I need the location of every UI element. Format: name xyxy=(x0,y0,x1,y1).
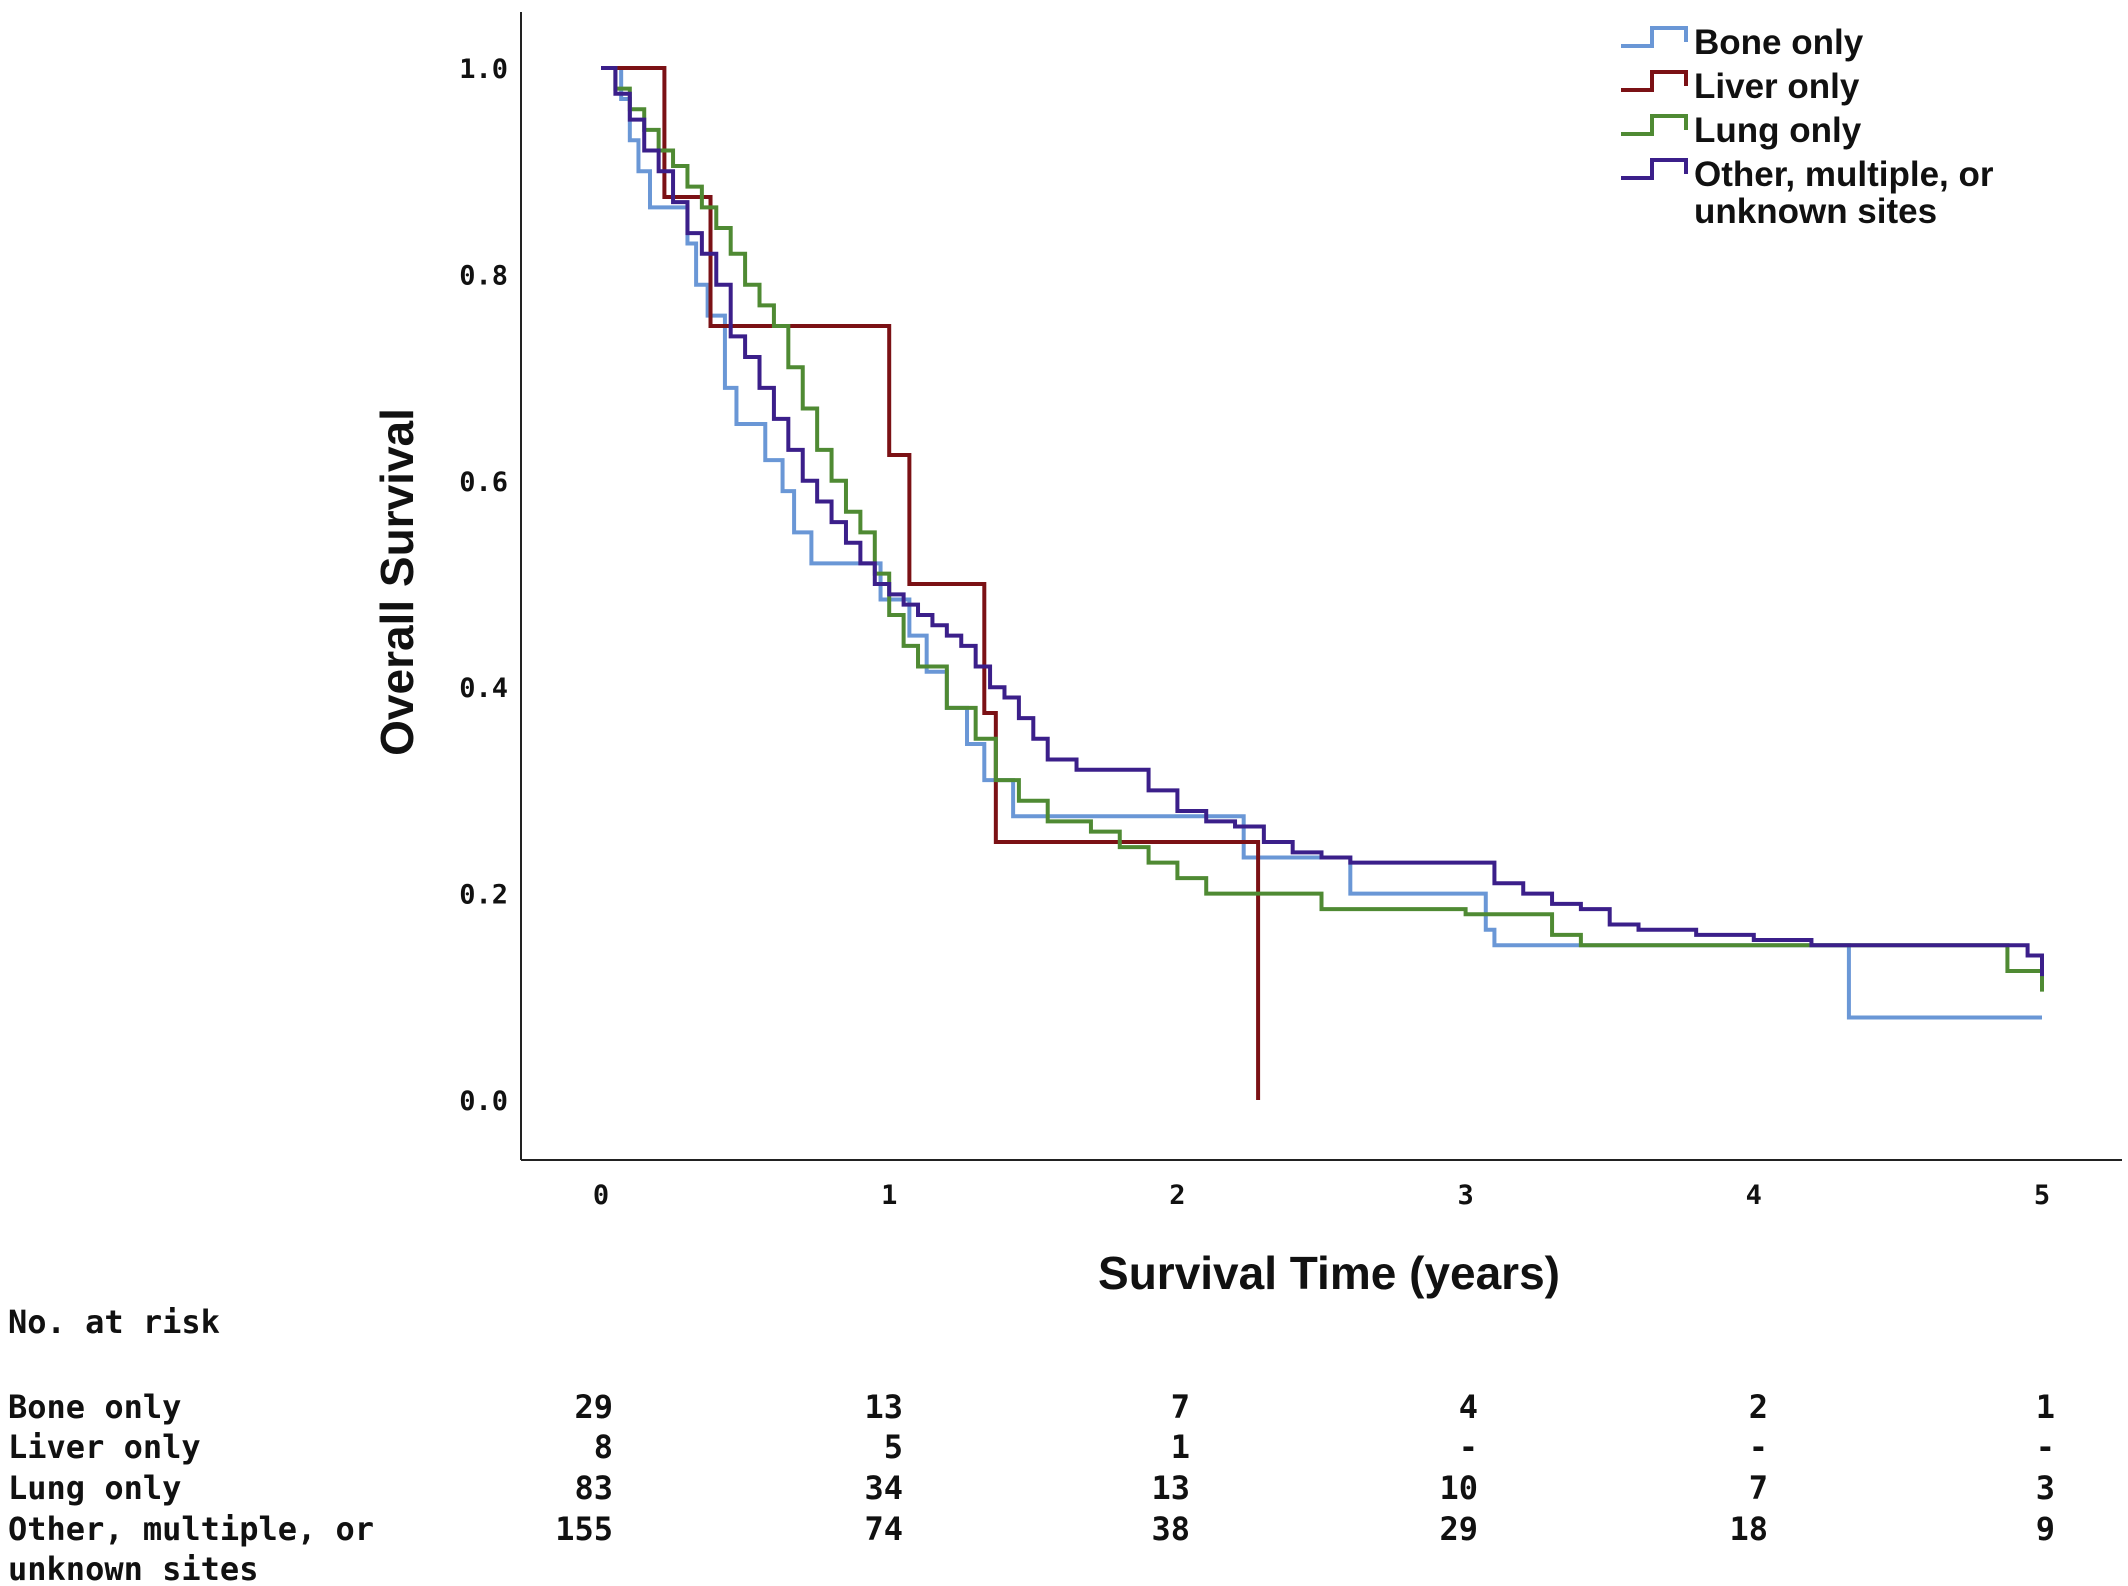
risk-value: 34 xyxy=(864,1469,903,1507)
survival-curve-3 xyxy=(601,66,2044,977)
risk-value: 2 xyxy=(1749,1388,1768,1426)
survival-curves xyxy=(601,66,2044,1100)
risk-value: 1 xyxy=(2036,1388,2055,1426)
risk-value: 155 xyxy=(555,1510,613,1548)
risk-value: 9 xyxy=(2036,1510,2055,1548)
risk-value: 10 xyxy=(1439,1469,1478,1507)
risk-value: 13 xyxy=(1151,1469,1190,1507)
plot-axes xyxy=(520,12,2122,1161)
x-tick-label: 3 xyxy=(1457,1180,1473,1211)
legend-swatch-0 xyxy=(1621,26,1688,48)
legend-label: Liver only xyxy=(1694,67,1860,106)
x-axis-title: Survival Time (years) xyxy=(1098,1247,1560,1299)
risk-value: - xyxy=(1749,1428,1768,1466)
risk-value: 18 xyxy=(1729,1510,1768,1548)
risk-table-title: No. at risk xyxy=(8,1303,220,1341)
y-axis-title: Overall Survival xyxy=(371,408,423,756)
risk-row-label: Other, multiple, or xyxy=(8,1510,374,1548)
risk-value: 4 xyxy=(1459,1388,1478,1426)
y-tick-label: 0.0 xyxy=(459,1086,508,1117)
y-tick-labels: 0.0 0.2 0.4 0.6 0.8 1.0 xyxy=(459,54,508,1117)
x-tick-labels: 0 1 2 3 4 5 xyxy=(593,1180,2050,1211)
legend-label: Bone only xyxy=(1694,23,1864,62)
legend-label: Lung only xyxy=(1694,111,1862,150)
risk-value: 5 xyxy=(884,1428,903,1466)
survival-curve-1 xyxy=(601,66,1261,1100)
risk-value: 3 xyxy=(2036,1469,2055,1507)
legend-label: Other, multiple, or xyxy=(1694,155,1994,194)
y-tick-label: 0.8 xyxy=(459,260,508,291)
risk-value: 83 xyxy=(574,1469,613,1507)
risk-row-label: unknown sites xyxy=(8,1550,258,1586)
x-tick-label: 0 xyxy=(593,1180,609,1211)
risk-value: 7 xyxy=(1749,1469,1768,1507)
legend-swatch-2 xyxy=(1621,114,1688,136)
risk-row-label: Liver only xyxy=(8,1428,201,1466)
x-tick-label: 1 xyxy=(881,1180,897,1211)
survival-curve-2 xyxy=(601,66,2044,992)
x-tick-label: 4 xyxy=(1746,1180,1762,1211)
risk-value: - xyxy=(2036,1428,2055,1466)
risk-value: 1 xyxy=(1171,1428,1190,1466)
risk-value: 7 xyxy=(1171,1388,1190,1426)
risk-value: 29 xyxy=(574,1388,613,1426)
risk-row-label: Lung only xyxy=(8,1469,181,1507)
risk-value: 74 xyxy=(864,1510,903,1548)
legend-label: unknown sites xyxy=(1694,192,1937,231)
legend-swatch-1 xyxy=(1621,70,1688,92)
risk-value: 8 xyxy=(594,1428,613,1466)
legend-swatch-3 xyxy=(1621,158,1688,180)
y-tick-label: 0.2 xyxy=(459,880,508,911)
risk-value: 38 xyxy=(1151,1510,1190,1548)
y-tick-label: 0.6 xyxy=(459,467,508,498)
risk-value: 29 xyxy=(1439,1510,1478,1548)
x-tick-label: 5 xyxy=(2034,1180,2050,1211)
y-tick-label: 1.0 xyxy=(459,54,508,85)
risk-row-label: Bone only xyxy=(8,1388,181,1426)
y-tick-label: 0.4 xyxy=(459,673,508,704)
legend: Bone only Liver only Lung only Other, multi… xyxy=(1621,23,1994,231)
x-tick-label: 2 xyxy=(1169,1180,1185,1211)
risk-value: - xyxy=(1459,1428,1478,1466)
risk-value: 13 xyxy=(864,1388,903,1426)
